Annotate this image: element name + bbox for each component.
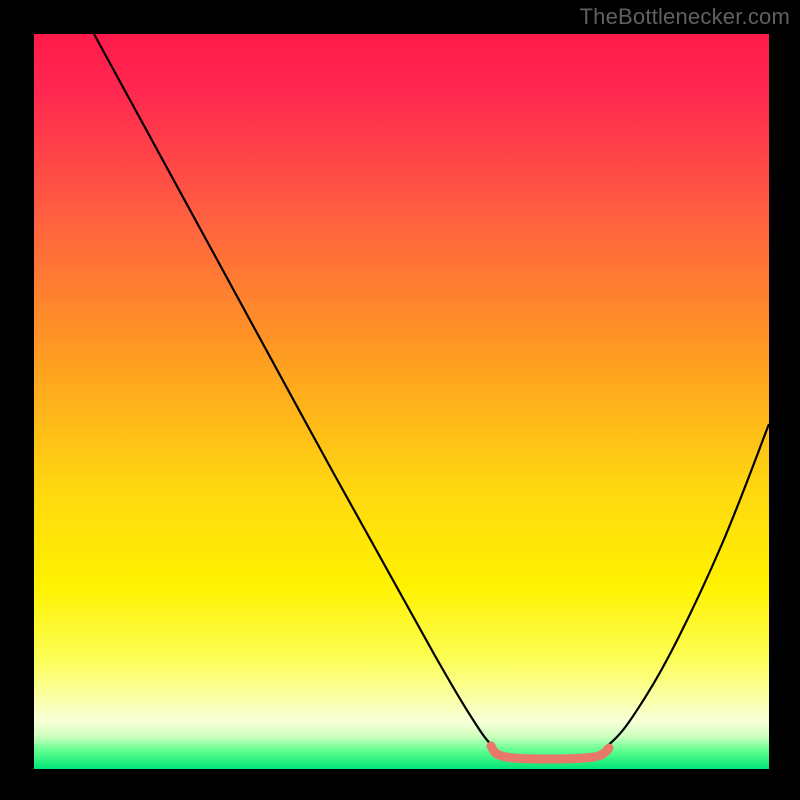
chart-svg: [34, 34, 769, 769]
chart-container: TheBottlenecker.com: [0, 0, 800, 800]
gradient-background: [34, 34, 769, 769]
watermark-text: TheBottlenecker.com: [580, 4, 790, 30]
plot-area: [34, 34, 769, 769]
